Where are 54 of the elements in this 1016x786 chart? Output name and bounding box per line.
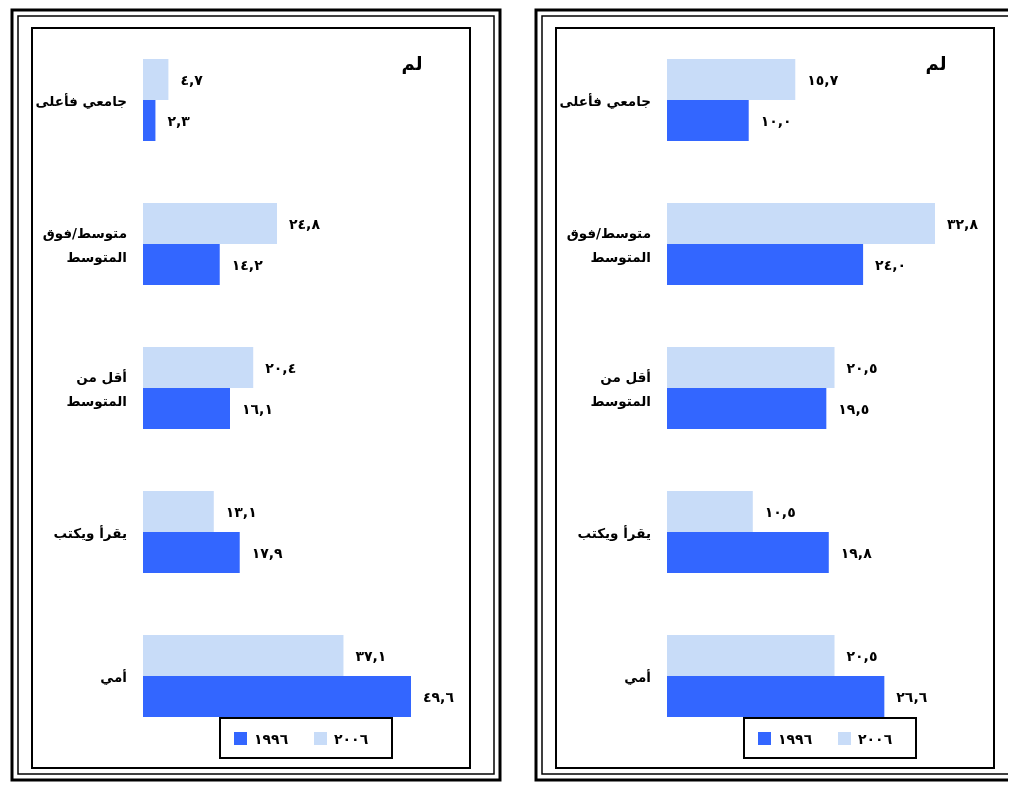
y-tick-label: يقرأ ويكتب — [577, 525, 651, 541]
bar — [143, 532, 240, 573]
bar — [143, 100, 156, 141]
data-label: ٢٤,٨ — [289, 215, 321, 232]
data-label: ٢,٣ — [167, 112, 191, 129]
data-label: ١٠,٠ — [760, 112, 792, 129]
bar — [667, 100, 749, 141]
legend-label: ١٩٩٦ — [778, 731, 813, 747]
bar — [667, 635, 835, 676]
bar — [667, 244, 864, 285]
data-label: ١٠,٥ — [764, 503, 796, 520]
data-label: ١٣,١ — [225, 503, 257, 520]
data-label: ٢٤,٠ — [875, 256, 907, 273]
legend-label: ٢٠٠٦ — [334, 731, 369, 747]
bar — [667, 532, 829, 573]
data-label: ١٩,٨ — [840, 544, 873, 561]
y-tick-label: متوسط/فوق المتوسط — [566, 225, 651, 265]
bar — [143, 59, 169, 100]
text: لم — [401, 53, 423, 74]
y-tick-label: متوسط/فوق المتوسط — [42, 225, 127, 265]
data-label: ٢٠,٥ — [846, 647, 878, 664]
data-label: ١٧,٩ — [251, 544, 284, 561]
data-label: ١٩,٥ — [838, 400, 870, 417]
data-label: ٢٠,٥ — [846, 359, 878, 376]
bar — [143, 244, 220, 285]
y-tick-label: أقل من المتوسط — [590, 369, 651, 409]
data-label: ٤٩,٦ — [423, 688, 455, 705]
bar — [143, 347, 254, 388]
data-label: ١٦,١ — [241, 400, 273, 417]
y-tick-label: جامعي فأعلى — [559, 93, 651, 109]
y-tick-label: أمي — [624, 669, 651, 685]
bar — [667, 203, 935, 244]
data-label: ٢٦,٦ — [896, 688, 928, 705]
data-label: ٤,٧ — [180, 71, 204, 88]
bar — [143, 388, 230, 429]
bar — [667, 388, 827, 429]
y-tick-label: يقرأ ويكتب — [53, 525, 127, 541]
y-tick-label: جامعي فأعلى — [35, 93, 127, 109]
data-label: ٣٧,١ — [355, 647, 387, 664]
data-label: ١٥,٧ — [807, 71, 839, 88]
data-label: ٢٠,٤ — [265, 359, 297, 376]
bar — [143, 491, 214, 532]
bar — [667, 347, 835, 388]
data-label: ٣٢,٨ — [947, 215, 979, 232]
data-label: ١٤,٢ — [231, 256, 264, 273]
bar — [667, 59, 796, 100]
legend-label: ١٩٩٦ — [254, 731, 289, 747]
bar — [667, 491, 753, 532]
y-tick-label: أقل من المتوسط — [66, 369, 127, 409]
bar — [143, 635, 344, 676]
text: لم — [925, 53, 947, 74]
y-tick-label: أمي — [100, 669, 127, 685]
legend-label: ٢٠٠٦ — [858, 731, 893, 747]
bar — [143, 203, 277, 244]
